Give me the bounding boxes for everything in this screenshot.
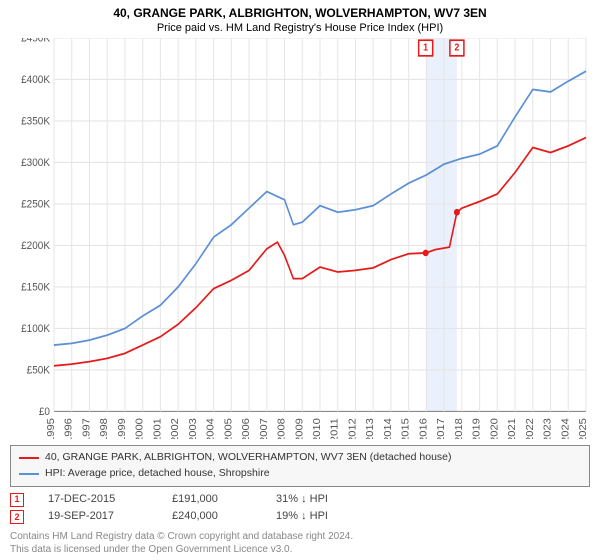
x-axis-label: 2002	[170, 418, 181, 439]
x-axis-label: 2008	[276, 418, 287, 439]
sale-marker-number: 1	[423, 42, 429, 54]
sale-row-price: £191,000	[172, 491, 252, 509]
x-axis-label: 2004	[205, 418, 216, 439]
sale-marker-dot	[454, 209, 460, 216]
legend-swatch	[19, 473, 39, 475]
chart-subtitle: Price paid vs. HM Land Registry's House …	[10, 22, 590, 34]
legend: 40, GRANGE PARK, ALBRIGHTON, WOLVERHAMPT…	[10, 445, 590, 487]
x-axis-label: 2019	[471, 418, 482, 439]
x-axis-label: 2017	[436, 418, 447, 439]
x-axis-label: 2023	[542, 418, 553, 439]
legend-label: HPI: Average price, detached house, Shro…	[45, 466, 270, 482]
chart-titles: 40, GRANGE PARK, ALBRIGHTON, WOLVERHAMPT…	[10, 6, 590, 34]
x-axis-label: 1999	[116, 418, 127, 439]
x-axis-label: 1997	[81, 418, 92, 439]
sale-row: 2 19-SEP-2017 £240,000 19% ↓ HPI	[10, 508, 590, 526]
y-axis-label: £400K	[21, 73, 50, 86]
x-axis-label: 2021	[507, 418, 518, 439]
y-axis-label: £450K	[21, 38, 50, 45]
x-axis-label: 2006	[241, 418, 252, 439]
sale-row-price: £240,000	[172, 508, 252, 526]
x-axis-label: 2022	[524, 418, 535, 439]
y-axis-label: £100K	[21, 322, 50, 335]
sale-marker-dot	[423, 250, 429, 257]
y-axis-label: £300K	[21, 156, 50, 169]
chart-svg: £0 £50K £100K £150K £200K £250K £300K £350K £400…	[10, 38, 590, 439]
x-axis-label: 2009	[294, 418, 305, 439]
sale-row-badge: 1	[10, 493, 24, 507]
sale-row-delta: 19% ↓ HPI	[276, 508, 376, 526]
chart-container: 40, GRANGE PARK, ALBRIGHTON, WOLVERHAMPT…	[0, 0, 600, 560]
sale-row-badge: 2	[10, 510, 24, 524]
sale-row-date: 17-DEC-2015	[48, 491, 148, 509]
y-axis-label: £200K	[21, 239, 50, 252]
attribution-line: This data is licensed under the Open Gov…	[10, 543, 590, 556]
x-axis-label: 2025	[578, 418, 589, 439]
x-axis-label: 2024	[560, 418, 571, 439]
x-axis-label: 2007	[258, 418, 269, 439]
x-axis-label: 1996	[63, 418, 74, 439]
y-axis-label: £50K	[27, 364, 50, 377]
x-axis-label: 1995	[46, 418, 57, 439]
chart-title: 40, GRANGE PARK, ALBRIGHTON, WOLVERHAMPT…	[10, 6, 590, 20]
attribution: Contains HM Land Registry data © Crown c…	[10, 530, 590, 556]
chart-plot-area: £0 £50K £100K £150K £200K £250K £300K £350K £400…	[10, 38, 590, 439]
sale-period-band	[426, 38, 457, 411]
x-axis-label: 2010	[312, 418, 323, 439]
x-axis-label: 2016	[418, 418, 429, 439]
sale-row: 1 17-DEC-2015 £191,000 31% ↓ HPI	[10, 491, 590, 509]
x-axis-label: 2018	[453, 418, 464, 439]
y-axis-label: £150K	[21, 281, 50, 294]
x-axis-label: 2005	[223, 418, 234, 439]
y-axis-label: £350K	[21, 115, 50, 128]
legend-item: HPI: Average price, detached house, Shro…	[19, 466, 581, 482]
sales-table: 1 17-DEC-2015 £191,000 31% ↓ HPI 2 19-SEP-201…	[10, 491, 590, 526]
sale-marker-number: 2	[454, 42, 459, 54]
sale-row-delta: 31% ↓ HPI	[276, 491, 376, 509]
x-axis-label: 2020	[489, 418, 500, 439]
attribution-line: Contains HM Land Registry data © Crown c…	[10, 530, 590, 543]
x-axis-label: 2000	[134, 418, 145, 439]
x-axis-label: 2015	[400, 418, 411, 439]
x-axis-label: 2013	[365, 418, 376, 439]
x-axis-label: 1998	[99, 418, 110, 439]
y-axis-label: £250K	[21, 198, 50, 211]
x-axis-label: 2011	[329, 418, 340, 439]
legend-item: 40, GRANGE PARK, ALBRIGHTON, WOLVERHAMPT…	[19, 450, 581, 466]
legend-swatch	[19, 457, 39, 459]
legend-label: 40, GRANGE PARK, ALBRIGHTON, WOLVERHAMPT…	[45, 450, 452, 466]
y-axis-label: £0	[39, 405, 50, 418]
x-axis-label: 2003	[187, 418, 198, 439]
x-axis-label: 2014	[382, 418, 393, 439]
sale-row-date: 19-SEP-2017	[48, 508, 148, 526]
x-axis-label: 2001	[152, 418, 163, 439]
x-axis-label: 2012	[347, 418, 358, 439]
